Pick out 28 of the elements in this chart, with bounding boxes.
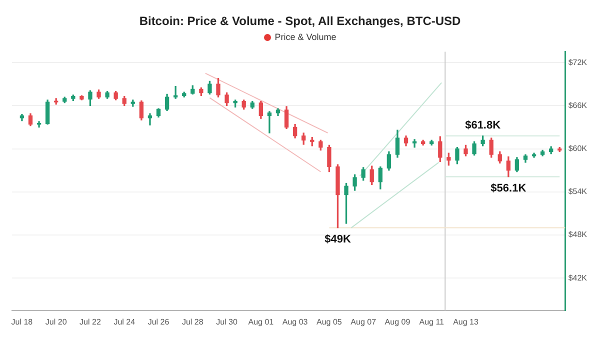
y-tick-label: $42K: [568, 273, 588, 282]
y-tick-label: $72K: [568, 58, 588, 67]
x-tick-label: Jul 30: [216, 317, 238, 326]
x-tick-label: Jul 22: [80, 317, 102, 326]
x-tick-label: Aug 05: [316, 317, 342, 326]
x-tick-label: Aug 07: [350, 317, 377, 326]
x-tick-label: Jul 24: [114, 317, 136, 326]
x-tick-label: Aug 03: [282, 317, 308, 326]
x-tick-label: Aug 01: [248, 317, 274, 326]
x-tick-label: Aug 09: [384, 317, 411, 326]
y-tick-label: $66K: [568, 100, 588, 110]
y-tick-label: $48K: [568, 230, 588, 240]
x-tick-label: Aug 13: [453, 317, 479, 326]
chart-title: Bitcoin: Price & Volume - Spot, All Exchanges, BTC-USD: [138, 13, 462, 30]
annotation: $61.8K: [465, 119, 501, 132]
x-tick-label: Aug 11: [419, 317, 445, 326]
annotation: $56.1K: [490, 182, 526, 194]
x-tick-label: Jul 20: [45, 317, 68, 326]
text: Price & Volume: [274, 32, 336, 42]
candlestick: [173, 86, 178, 99]
y-tick-label: $54K: [568, 187, 588, 196]
x-tick-label: Jul 18: [11, 317, 34, 326]
candlestick: [267, 111, 272, 134]
x-tick-label: Jul 26: [148, 317, 170, 326]
x-tick-label: Jul 28: [182, 317, 204, 326]
y-tick-label: $60K: [568, 144, 588, 153]
candlestick: [412, 139, 417, 148]
annotation: $49K: [324, 233, 351, 246]
